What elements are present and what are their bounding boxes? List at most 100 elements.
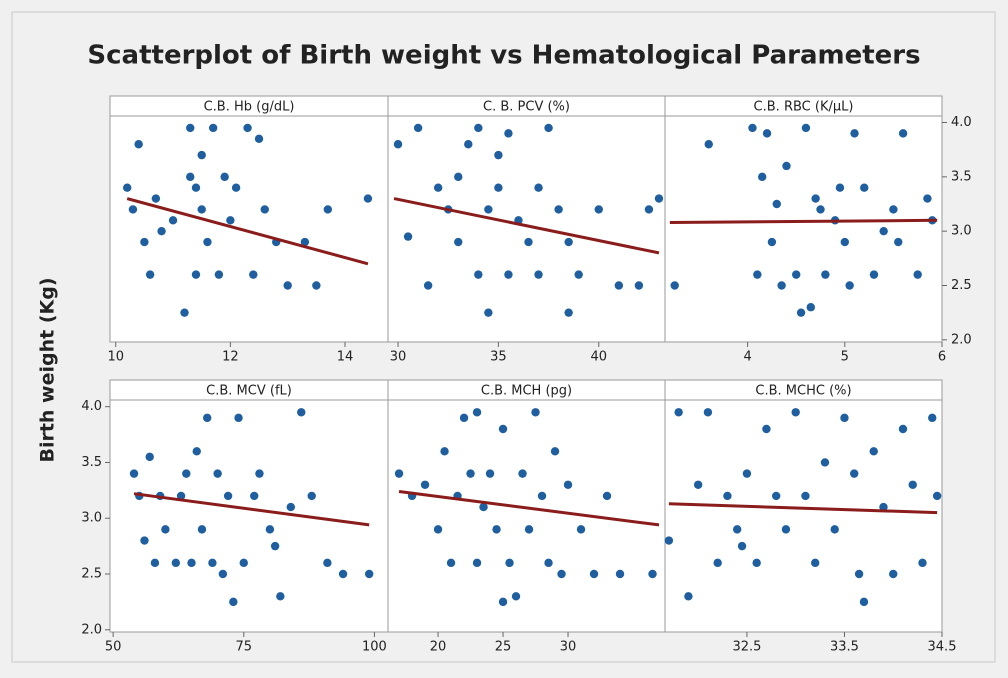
- point: [338, 569, 348, 579]
- point: [187, 558, 196, 568]
- point: [703, 408, 713, 417]
- fit-line: [133, 492, 370, 527]
- point: [265, 525, 275, 534]
- point: [576, 525, 586, 534]
- point: [928, 413, 937, 423]
- point: [737, 541, 747, 551]
- point: [854, 569, 864, 579]
- point: [197, 205, 206, 214]
- point: [534, 183, 543, 192]
- point: [218, 569, 228, 579]
- x-tick-label: 50: [105, 640, 122, 655]
- point: [801, 123, 811, 133]
- point: [239, 558, 248, 568]
- x-tick-label: 33.5: [830, 640, 859, 655]
- y-axis-label: Birth weight (Kg): [37, 277, 59, 462]
- point: [231, 183, 241, 192]
- point: [472, 558, 482, 568]
- point: [168, 216, 178, 225]
- point: [524, 237, 533, 247]
- plot-area: [664, 399, 943, 633]
- point: [801, 491, 810, 501]
- point: [918, 558, 927, 568]
- point: [889, 205, 898, 214]
- point: [312, 281, 321, 290]
- x-tick-label: 40: [590, 350, 607, 365]
- point: [713, 558, 722, 568]
- fit-line: [393, 197, 660, 255]
- point: [550, 447, 560, 456]
- point: [323, 558, 332, 568]
- point: [420, 480, 430, 489]
- point: [762, 424, 771, 434]
- point: [777, 281, 786, 290]
- point: [202, 413, 212, 423]
- point: [850, 129, 859, 138]
- point: [254, 134, 264, 144]
- point: [484, 205, 493, 214]
- point: [748, 123, 757, 133]
- point: [742, 469, 752, 478]
- point: [484, 308, 493, 317]
- point: [191, 270, 201, 279]
- point: [879, 226, 888, 236]
- point: [557, 569, 566, 579]
- point: [674, 408, 683, 417]
- point: [176, 491, 186, 501]
- point: [423, 281, 433, 290]
- point: [286, 502, 296, 512]
- point: [723, 491, 732, 501]
- point: [860, 183, 869, 192]
- point: [474, 270, 483, 279]
- point: [479, 502, 488, 512]
- x-tick-label: 6: [938, 350, 946, 365]
- point: [845, 281, 854, 290]
- point: [615, 569, 625, 579]
- point: [835, 183, 845, 192]
- point: [454, 237, 463, 247]
- point: [781, 525, 791, 534]
- point: [466, 469, 475, 478]
- point: [208, 558, 217, 568]
- point: [564, 308, 573, 317]
- point: [213, 469, 222, 478]
- point: [908, 480, 917, 489]
- point: [654, 194, 664, 203]
- point: [762, 129, 772, 138]
- y-tick-label: 4.0: [81, 399, 102, 414]
- point: [393, 140, 403, 149]
- point: [226, 216, 235, 225]
- point: [511, 592, 521, 601]
- point: [454, 172, 463, 182]
- point: [485, 469, 495, 478]
- point: [932, 491, 942, 501]
- x-tick-label: 12: [222, 350, 239, 365]
- y-tick-label: 3.5: [81, 455, 102, 470]
- point: [869, 270, 879, 279]
- point: [563, 480, 573, 489]
- chart-title: Scatterplot of Birth weight vs Hematolog…: [87, 41, 920, 71]
- x-tick-label: 5: [841, 350, 849, 365]
- point: [644, 205, 654, 214]
- point: [830, 525, 839, 534]
- point: [821, 270, 830, 279]
- point: [850, 469, 859, 478]
- point: [249, 270, 258, 279]
- point: [307, 491, 316, 501]
- point: [494, 183, 503, 192]
- point: [634, 281, 644, 290]
- point: [197, 150, 206, 160]
- point: [494, 150, 503, 160]
- point: [534, 270, 543, 279]
- point: [589, 569, 599, 579]
- plot-area: [664, 115, 943, 343]
- x-tick-label: 25: [495, 640, 512, 655]
- point: [505, 558, 514, 568]
- point: [820, 458, 830, 467]
- plot-area: [387, 399, 666, 633]
- x-tick-label: 75: [236, 640, 253, 655]
- point: [270, 541, 280, 551]
- point: [531, 408, 540, 417]
- point: [214, 270, 224, 279]
- point: [255, 469, 264, 478]
